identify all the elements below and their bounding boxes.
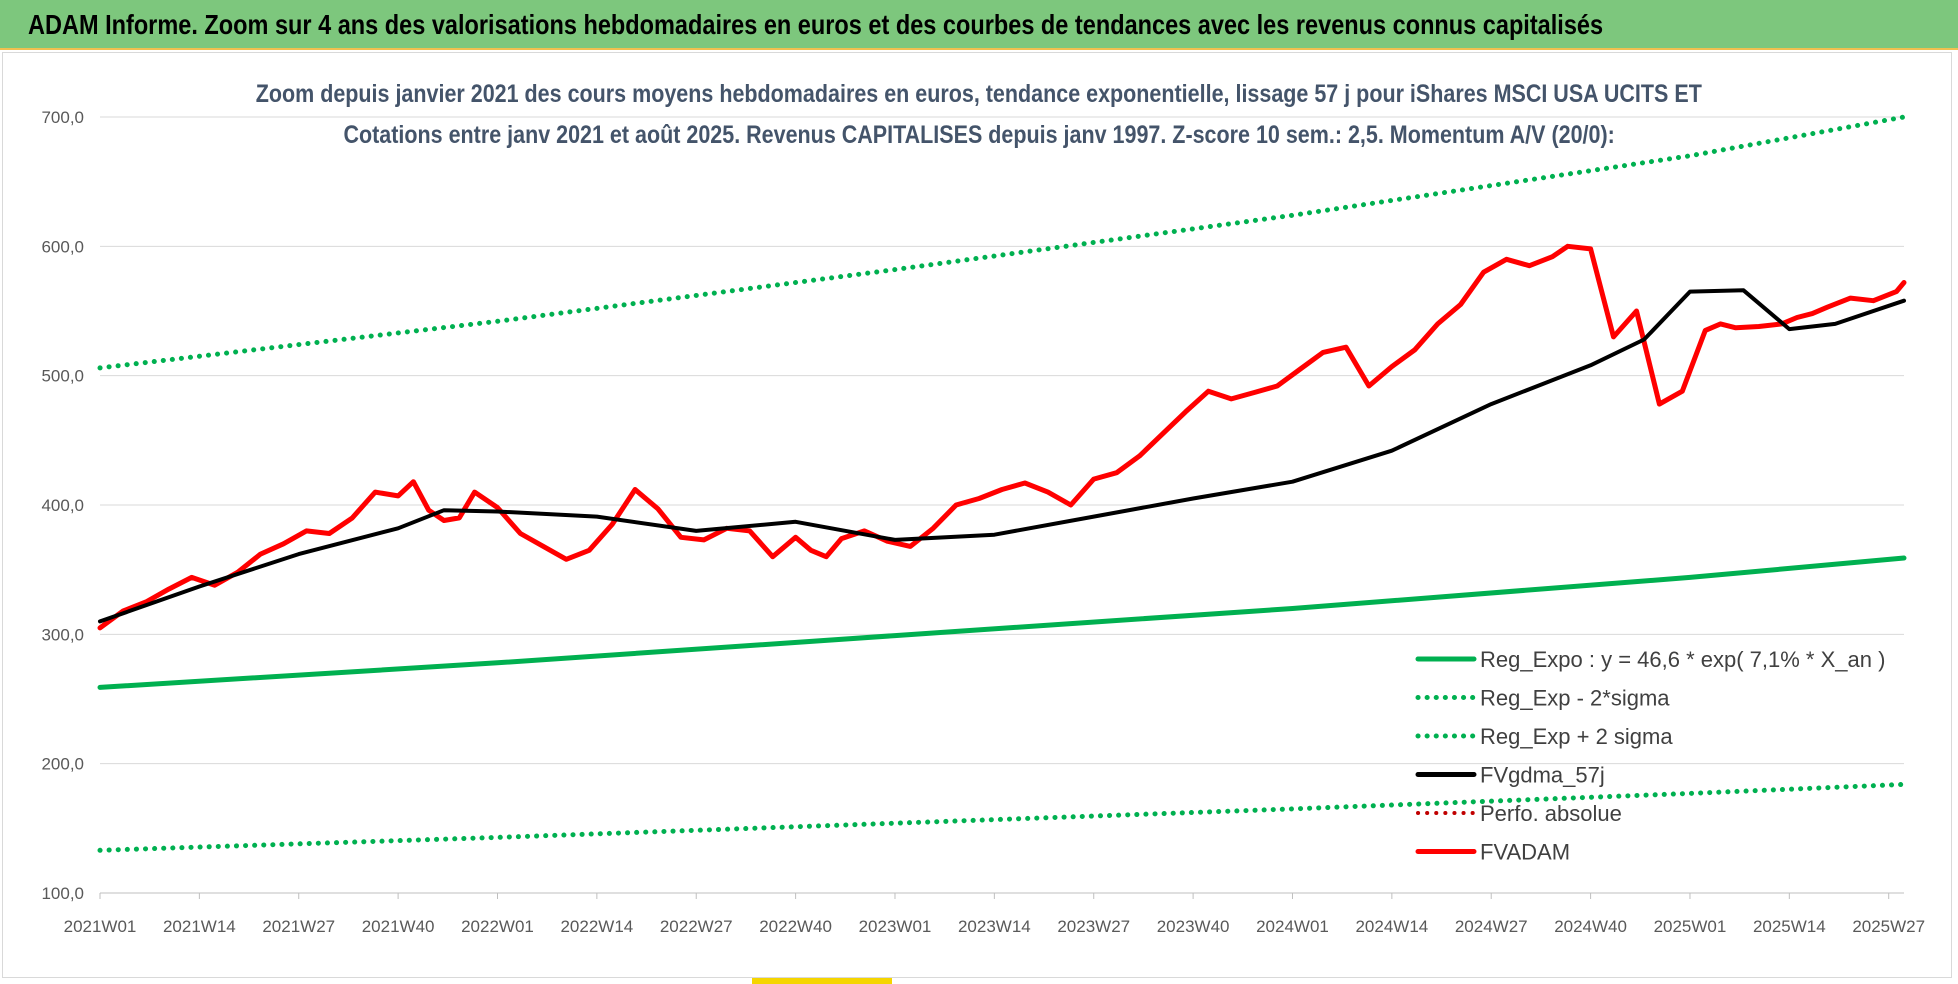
legend-label: Reg_Exp - 2*sigma — [1480, 686, 1670, 711]
chart-title-wrap: Zoom depuis janvier 2021 des cours moyen… — [0, 80, 1958, 109]
series-line-0 — [97, 555, 1907, 690]
x-tick-label: 2024W14 — [1355, 917, 1428, 936]
series-line-1 — [97, 781, 1907, 853]
x-tick-label: 2022W27 — [660, 917, 733, 936]
x-tick-label: 2023W01 — [859, 917, 932, 936]
x-tick-label: 2022W14 — [560, 917, 633, 936]
x-tick-label: 2022W01 — [461, 917, 534, 936]
y-tick-label: 400,0 — [41, 496, 84, 515]
x-tick-label: 2024W40 — [1554, 917, 1627, 936]
chart-frame — [2, 52, 1952, 978]
x-tick-label: 2021W27 — [262, 917, 335, 936]
scroll-accent — [752, 978, 892, 984]
x-tick-label: 2021W01 — [64, 917, 137, 936]
chart-subtitle: Cotations entre janv 2021 et août 2025. … — [338, 121, 1620, 150]
chart-title: Zoom depuis janvier 2021 des cours moyen… — [250, 80, 1708, 109]
y-tick-label: 600,0 — [41, 237, 84, 256]
y-tick-label: 200,0 — [41, 755, 84, 774]
chart-subtitle-wrap: Cotations entre janv 2021 et août 2025. … — [0, 121, 1958, 150]
y-tick-label: 700,0 — [41, 108, 84, 127]
legend-label: Reg_Expo : y = 46,6 * exp( 7,1% * X_an ) — [1480, 647, 1885, 672]
x-tick-label: 2021W40 — [362, 917, 435, 936]
legend-label: Reg_Exp + 2 sigma — [1480, 724, 1673, 749]
x-tick-label: 2025W27 — [1852, 917, 1925, 936]
x-tick-label: 2021W14 — [163, 917, 236, 936]
report-banner: ADAM Informe. Zoom sur 4 ans des valoris… — [0, 0, 1958, 50]
y-tick-label: 300,0 — [41, 625, 84, 644]
y-tick-label: 100,0 — [41, 884, 84, 903]
x-tick-label: 2023W40 — [1157, 917, 1230, 936]
x-tick-label: 2024W01 — [1256, 917, 1329, 936]
series-line-2 — [97, 114, 1907, 371]
y-tick-label: 500,0 — [41, 367, 84, 386]
x-tick-label: 2025W14 — [1753, 917, 1826, 936]
report-title: ADAM Informe. Zoom sur 4 ans des valoris… — [28, 9, 1604, 40]
legend-label: FVADAM — [1480, 840, 1570, 865]
x-tick-label: 2024W27 — [1455, 917, 1528, 936]
legend-label: Perfo. absolue — [1480, 801, 1622, 826]
x-tick-label: 2023W27 — [1057, 917, 1130, 936]
x-tick-label: 2022W40 — [759, 917, 832, 936]
x-tick-label: 2023W14 — [958, 917, 1031, 936]
legend-label: FVgdma_57j — [1480, 763, 1605, 788]
x-tick-label: 2025W01 — [1654, 917, 1727, 936]
series-line-3 — [98, 288, 1906, 624]
series-line-5 — [97, 243, 1907, 631]
